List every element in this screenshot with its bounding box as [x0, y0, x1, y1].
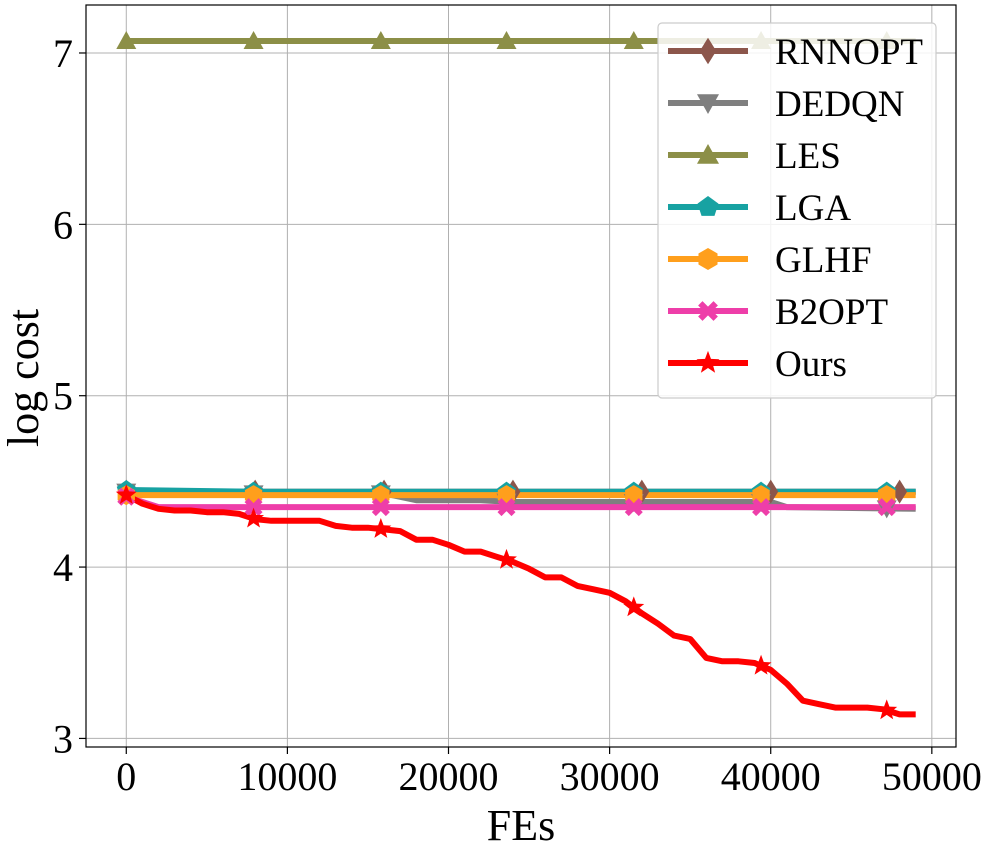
series-markers: [115, 30, 908, 720]
legend-label: DEDQN: [775, 84, 904, 125]
marker-ours: [876, 699, 898, 720]
x-tick-label: 0: [116, 754, 136, 799]
legend-marker: [698, 248, 718, 270]
marker-ours: [750, 654, 772, 675]
y-axis-label: log cost: [0, 309, 48, 447]
legend-box: [657, 22, 937, 399]
legend-label: B2OPT: [775, 292, 888, 333]
marker-b2opt: [752, 498, 771, 517]
x-tick-label: 40000: [721, 754, 821, 799]
x-tick-label: 20000: [399, 754, 499, 799]
marker-ours: [115, 484, 137, 504]
legend-item-les: LES: [668, 136, 841, 177]
legend-label: RNNOPT: [775, 32, 923, 73]
marker-rnnopt: [892, 479, 908, 504]
legend-marker: [698, 301, 718, 321]
legend-label: LGA: [775, 188, 851, 229]
y-tick-label: 4: [53, 545, 73, 590]
legend-item-ours: Ours: [668, 344, 847, 385]
marker-les: [370, 30, 391, 49]
legend: RNNOPT DEDQN LES LGA GLHF B2OPT Ours: [657, 22, 937, 399]
y-tick-label: 3: [53, 716, 73, 761]
legend-marker: [697, 196, 719, 216]
marker-les: [243, 30, 264, 49]
x-tick-label: 10000: [237, 754, 337, 799]
x-tick-label: 30000: [560, 754, 660, 799]
legend-marker: [697, 144, 719, 164]
marker-les: [496, 30, 517, 49]
marker-b2opt: [877, 498, 896, 517]
legend-marker: [697, 94, 719, 114]
marker-b2opt: [244, 498, 263, 517]
y-tick-label: 6: [53, 202, 73, 247]
marker-b2opt: [371, 498, 390, 517]
legend-label: LES: [775, 136, 841, 177]
legend-item-lga: LGA: [668, 188, 851, 229]
plot-frame: [85, 4, 957, 748]
legend-label: GLHF: [775, 240, 872, 281]
marker-les: [116, 30, 137, 49]
legend-item-dedqn: DEDQN: [668, 84, 904, 125]
x-axis-label: FEs: [487, 801, 555, 850]
marker-ours: [496, 548, 517, 569]
y-tick-label: 7: [53, 31, 73, 76]
axis-ticks: 0 10000 20000 30000 40000 50000 3 4 5 6 7: [53, 31, 982, 799]
marker-ours: [370, 518, 392, 538]
x-tick-label: 50000: [882, 754, 982, 799]
legend-label: Ours: [775, 344, 847, 385]
legend-item-glhf: GLHF: [668, 240, 872, 281]
y-tick-label: 5: [53, 374, 73, 419]
legend-marker: [696, 350, 720, 373]
marker-les: [623, 30, 644, 49]
marker-ours: [623, 596, 645, 617]
marker-b2opt: [497, 498, 516, 517]
marker-b2opt: [624, 498, 643, 517]
marker-ours: [243, 507, 265, 528]
legend-item-b2opt: B2OPT: [668, 292, 888, 333]
legend-marker: [699, 37, 717, 65]
legend-item-rnnopt: RNNOPT: [668, 32, 923, 73]
series-line-ours: [124, 492, 916, 718]
